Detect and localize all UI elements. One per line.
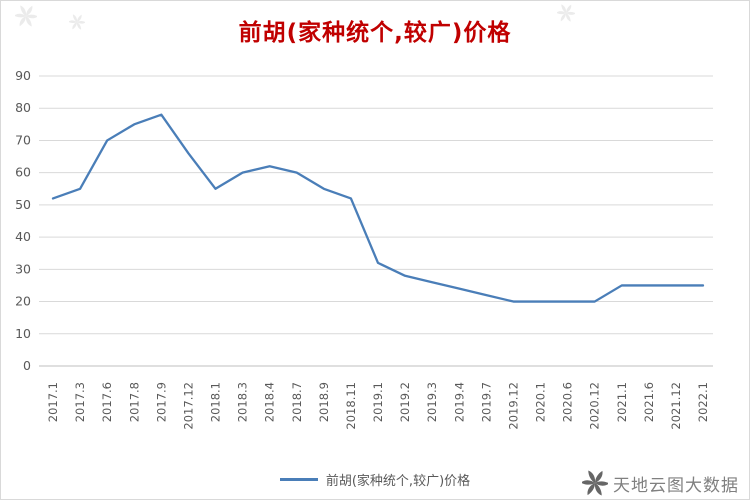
x-tick-label: 2018.1 (209, 382, 223, 422)
brand-watermark-text: 天地云图大数据 (613, 471, 739, 496)
legend-label: 前胡(家种统个,较广)价格 (326, 470, 470, 489)
x-tick-label: 2020.12 (588, 382, 602, 430)
y-tick-label: 10 (15, 326, 31, 341)
x-tick-label: 2018.7 (290, 382, 304, 422)
x-tick-label: 2019.2 (398, 382, 412, 422)
y-tick-label: 90 (15, 68, 31, 83)
y-tick-label: 0 (23, 358, 31, 373)
x-tick-label: 2020.1 (534, 382, 548, 422)
y-tick-label: 60 (15, 165, 31, 180)
x-tick-label: 2019.1 (371, 382, 385, 422)
brand-logo-icon (582, 470, 608, 496)
price-chart-canvas: 前胡(家种统个,较广)价格 01020304050607080902017.12… (0, 0, 750, 500)
x-tick-label: 2021.12 (669, 382, 683, 430)
plot-area: 0 10 20 30 40 50 60 70 80 90 2017.1 2017.3 2017.6 201… (1, 51, 750, 463)
x-tick-label: 2019.12 (506, 382, 520, 430)
legend-line-marker (280, 478, 318, 481)
x-tick-label: 2019.7 (479, 382, 493, 422)
x-tick-label: 2018.9 (317, 382, 331, 422)
price-line (53, 115, 703, 302)
y-tick-label: 20 (15, 294, 31, 309)
y-tick-label: 40 (15, 229, 31, 244)
y-tick-label: 80 (15, 100, 31, 115)
brand-watermark: 天地云图大数据 (582, 470, 739, 496)
x-tick-label: 2020.6 (561, 382, 575, 422)
x-tick-label: 2021.1 (615, 382, 629, 422)
x-tick-label: 2018.4 (263, 382, 277, 422)
x-tick-label: 2022.1 (696, 382, 710, 422)
x-tick-label: 2018.11 (344, 382, 358, 430)
x-tick-label: 2017.8 (127, 382, 141, 422)
x-tick-label: 2017.9 (154, 382, 168, 422)
x-tick-label: 2019.4 (452, 382, 466, 422)
x-tick-label: 2017.6 (100, 382, 114, 422)
x-tick-label: 2018.3 (236, 382, 250, 422)
x-tick-label: 2021.6 (642, 382, 656, 422)
chart-title: 前胡(家种统个,较广)价格 (1, 13, 749, 47)
y-tick-label: 50 (15, 197, 31, 212)
x-tick-label: 2017.12 (181, 382, 195, 430)
x-tick-label: 2017.3 (73, 382, 87, 422)
y-tick-label: 30 (15, 261, 31, 276)
x-tick-label: 2019.3 (425, 382, 439, 422)
x-tick-label: 2017.1 (46, 382, 60, 422)
y-tick-label: 70 (15, 132, 31, 147)
